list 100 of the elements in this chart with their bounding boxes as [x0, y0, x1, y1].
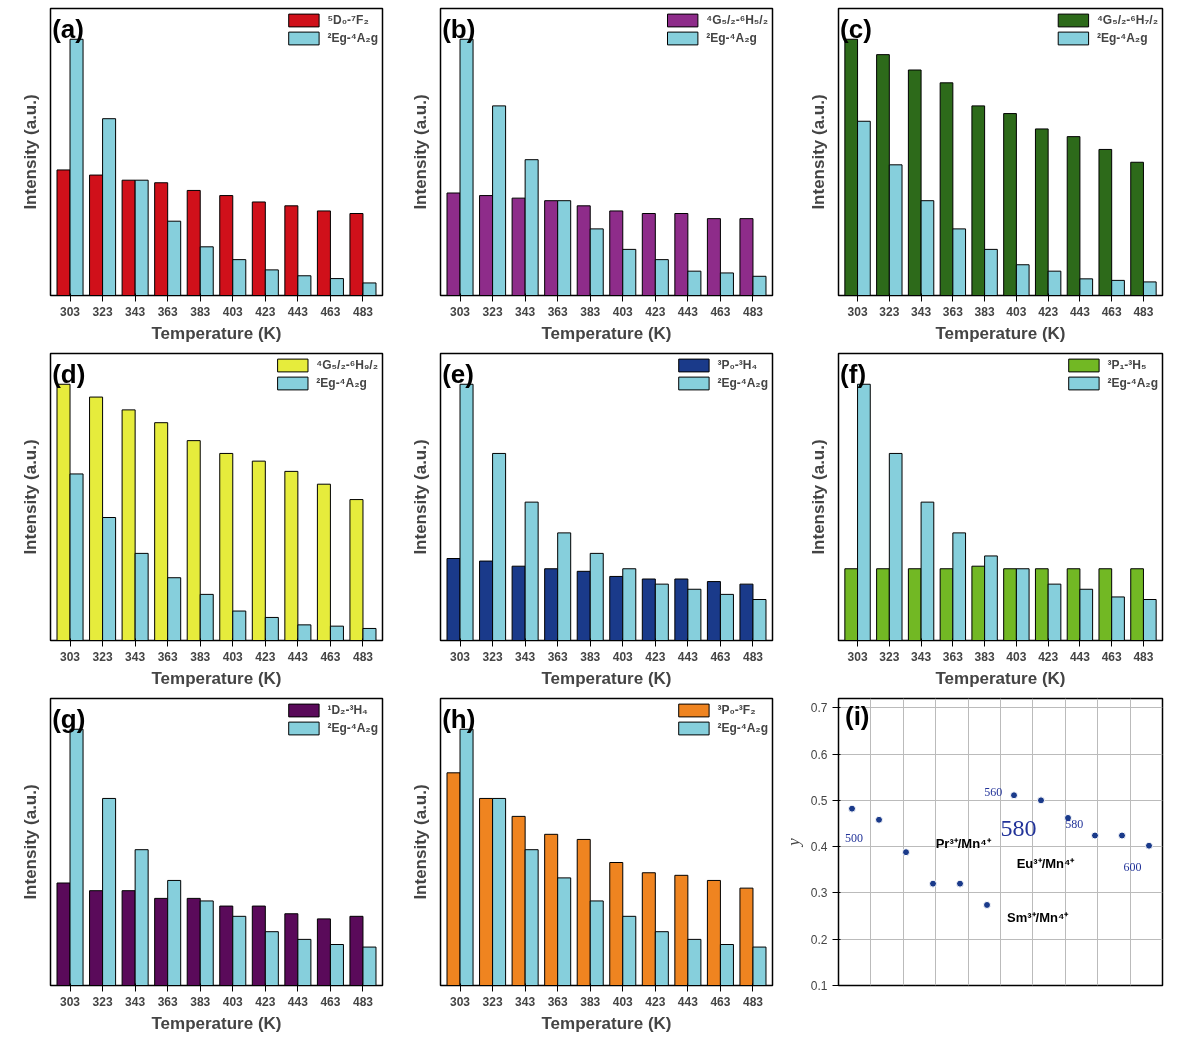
- x-tick-label: 383: [190, 994, 211, 1009]
- y-axis-title: y: [783, 837, 803, 848]
- x-tick-label: 463: [710, 304, 731, 319]
- x-tick-label: 363: [547, 994, 569, 1009]
- legend-label: ²Eg-⁴A₂g: [316, 376, 367, 390]
- legend-label: ²Eg-⁴A₂g: [717, 376, 768, 390]
- x-tick-label: 383: [580, 304, 601, 319]
- x-tick-label: 463: [710, 649, 731, 664]
- x-tick-label: 463: [320, 304, 341, 319]
- x-tick-label: 303: [450, 304, 471, 319]
- x-tick-label: 303: [60, 304, 81, 319]
- y-axis-title: Intensity (a.u.): [410, 784, 430, 900]
- x-tick-label: 483: [742, 994, 764, 1009]
- x-tick-label: 403: [612, 649, 634, 664]
- legend-label: ⁴G₅/₂-⁶H₇/₂: [1096, 13, 1158, 27]
- x-tick-label: 383: [580, 649, 601, 664]
- annotation: 580: [1000, 815, 1037, 842]
- legend-label: ²Eg-⁴A₂g: [327, 31, 378, 45]
- x-tick-label: 403: [1006, 304, 1027, 319]
- y-axis-title: Intensity (a.u.): [20, 94, 40, 210]
- x-tick-label: 443: [677, 304, 699, 319]
- x-tick-label: 403: [222, 649, 244, 664]
- x-tick-label: 403: [612, 994, 634, 1009]
- x-tick-label: 303: [450, 994, 471, 1009]
- y-axis-title: Intensity (a.u.): [20, 784, 40, 900]
- x-tick-label: 463: [320, 994, 341, 1009]
- x-tick-label: 303: [847, 649, 868, 664]
- x-tick-label: 303: [450, 649, 471, 664]
- x-tick-label: 363: [547, 304, 569, 319]
- x-axis-title: Temperature (K): [541, 1013, 672, 1033]
- x-tick-label: 323: [879, 649, 900, 664]
- y-axis-title: Intensity (a.u.): [410, 94, 430, 210]
- y-tick-label: 0.3: [810, 886, 828, 901]
- x-axis-title: Temperature (K): [935, 323, 1066, 343]
- chart-title: (g): [52, 703, 86, 734]
- x-axis-title: Temperature (K): [151, 668, 282, 688]
- y-tick-label: 0.4: [810, 840, 828, 855]
- x-tick-label: 383: [974, 649, 995, 664]
- annotation: Sm³⁺/Mn⁴⁺: [1006, 910, 1070, 926]
- legend-label: ³P₀-³H₄: [717, 358, 758, 372]
- legend-label: ²Eg-⁴A₂g: [1096, 31, 1148, 45]
- x-tick-label: 463: [1101, 304, 1123, 319]
- chart-title: (d): [52, 358, 86, 389]
- x-tick-label: 403: [612, 304, 634, 319]
- legend-label: ⁴G₅/₂-⁶H₅/₂: [706, 13, 768, 27]
- x-tick-label: 443: [677, 649, 699, 664]
- x-tick-label: 343: [515, 304, 536, 319]
- x-tick-label: 383: [190, 649, 211, 664]
- x-tick-label: 423: [255, 304, 276, 319]
- x-tick-label: 383: [580, 994, 601, 1009]
- x-tick-label: 323: [92, 649, 113, 664]
- x-tick-label: 443: [287, 649, 309, 664]
- x-axis-title: Temperature (K): [151, 323, 282, 343]
- annotation: 500: [844, 831, 863, 845]
- y-tick-label: 0.1: [810, 979, 828, 993]
- chart-title: (f): [840, 358, 867, 389]
- x-tick-label: 343: [515, 994, 536, 1009]
- legend-label: ³P₀-³F₂: [717, 703, 756, 717]
- x-tick-label: 423: [1038, 304, 1059, 319]
- x-tick-label: 423: [255, 649, 276, 664]
- x-tick-label: 323: [482, 649, 503, 664]
- y-tick-label: 0.2: [810, 932, 828, 947]
- legend-label: ²Eg-⁴A₂g: [717, 721, 768, 735]
- x-tick-label: 303: [847, 304, 868, 319]
- y-axis-title: Intensity (a.u.): [20, 439, 40, 555]
- x-tick-label: 383: [974, 304, 995, 319]
- x-tick-label: 423: [645, 649, 666, 664]
- x-tick-label: 363: [547, 649, 569, 664]
- x-tick-label: 323: [482, 304, 503, 319]
- x-tick-label: 363: [157, 649, 179, 664]
- chart-title: (e): [442, 358, 474, 389]
- x-tick-label: 423: [645, 994, 666, 1009]
- y-axis-title: Intensity (a.u.): [410, 439, 430, 555]
- legend-label: ²Eg-⁴A₂g: [706, 31, 757, 45]
- legend-label: ²Eg-⁴A₂g: [1107, 376, 1158, 390]
- chart-title: (a): [52, 13, 84, 44]
- y-axis-title: Intensity (a.u.): [808, 439, 828, 555]
- x-tick-label: 343: [125, 994, 146, 1009]
- x-tick-label: 483: [1133, 649, 1154, 664]
- x-axis-title: Temperature (K): [151, 1013, 282, 1033]
- x-tick-label: 463: [1101, 649, 1123, 664]
- x-tick-label: 483: [742, 649, 764, 664]
- x-tick-label: 463: [320, 649, 341, 664]
- x-tick-label: 443: [677, 994, 699, 1009]
- x-tick-label: 483: [352, 304, 374, 319]
- annotation: 560: [984, 785, 1003, 800]
- x-tick-label: 343: [911, 304, 932, 319]
- x-tick-label: 423: [255, 994, 276, 1009]
- x-tick-label: 403: [1006, 649, 1027, 664]
- legend-label: ¹D₂-³H₄: [327, 703, 368, 717]
- y-tick-label: 0.7: [810, 701, 828, 716]
- x-tick-label: 363: [942, 649, 964, 664]
- x-tick-label: 323: [879, 304, 900, 319]
- x-tick-label: 423: [1038, 649, 1059, 664]
- y-axis-title: Intensity (a.u.): [808, 94, 828, 210]
- x-axis-title: Temperature (K): [541, 323, 672, 343]
- x-tick-label: 483: [742, 304, 764, 319]
- chart-title: (b): [442, 13, 476, 44]
- legend-label: ⁵D₀-⁷F₂: [327, 13, 369, 27]
- annotation: Pr³⁺/Mn⁴⁺: [935, 835, 992, 851]
